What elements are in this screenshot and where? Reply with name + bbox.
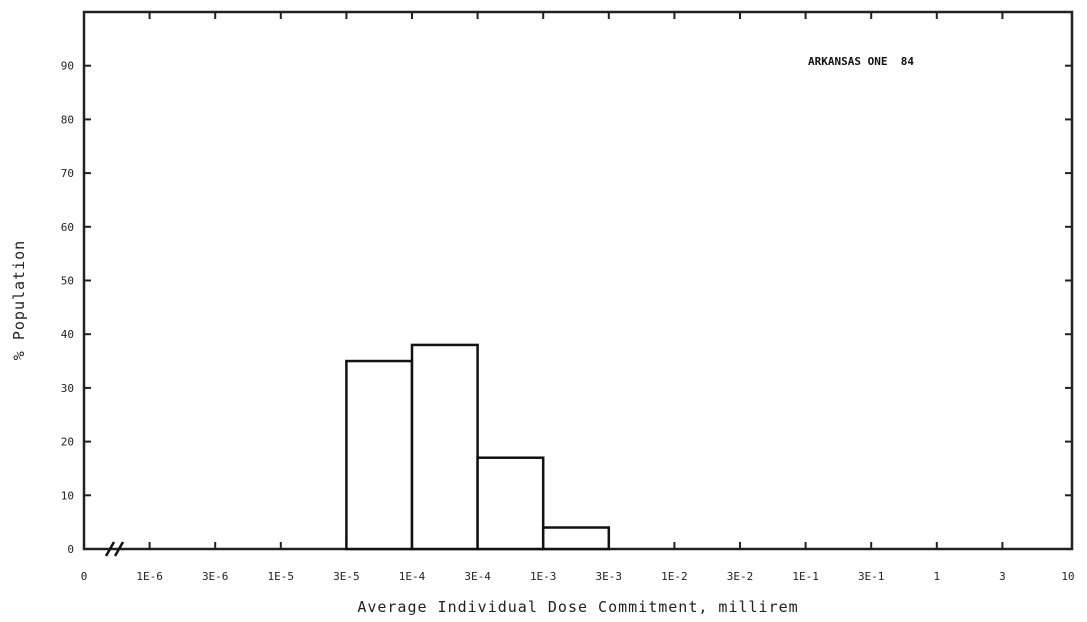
y-tick-label: 30	[61, 382, 74, 395]
y-tick-label: 60	[61, 221, 74, 234]
x-axis-ticks: 0 1E-6 3E-6 1E-5 3E-5 1E-4 3E-4 1E-3 3E-3 1E-2 3E-…	[81, 12, 1075, 583]
x-tick-label: 1E-4	[399, 570, 426, 583]
x-axis-title: Average Individual Dose Commitment, mill…	[357, 598, 798, 616]
y-tick-label: 50	[61, 275, 74, 288]
x-tick-label: 1E-1	[792, 570, 819, 583]
y-tick-label: 90	[61, 60, 74, 73]
y-tick-label: 0	[67, 543, 74, 556]
histogram-bar	[410, 343, 479, 551]
x-tick-label: 1E-2	[661, 570, 688, 583]
x-tick-label: 0	[81, 570, 88, 583]
histogram-bar	[476, 456, 545, 551]
x-tick-label: 3E-4	[464, 570, 491, 583]
chart-annotation: ARKANSAS ONE 84	[808, 55, 914, 68]
x-tick-label: 3E-6	[202, 570, 229, 583]
x-tick-label: 3E-1	[858, 570, 885, 583]
x-tick-label: 1E-6	[136, 570, 163, 583]
x-tick-label: 3E-2	[727, 570, 754, 583]
x-tick-label: 10	[1061, 570, 1074, 583]
x-tick-label: 3E-5	[333, 570, 360, 583]
axis-break-icon	[104, 541, 125, 557]
x-tick-label: 3	[999, 570, 1006, 583]
histogram-bars	[345, 343, 611, 551]
y-axis-ticks: 0 10 20 30 40 50 60 70 80 90	[61, 60, 1072, 556]
histogram-bar	[541, 526, 611, 551]
y-tick-label: 80	[61, 113, 74, 126]
x-tick-label: 1E-5	[268, 570, 295, 583]
x-tick-label: 3E-3	[596, 570, 623, 583]
x-tick-label: 1E-3	[530, 570, 557, 583]
histogram-bar	[345, 359, 414, 551]
x-tick-label: 1	[933, 570, 940, 583]
y-axis-title: % Population	[10, 240, 28, 360]
y-tick-label: 20	[61, 436, 74, 449]
y-tick-label: 10	[61, 489, 74, 502]
plot-frame	[82, 10, 1074, 551]
y-tick-label: 40	[61, 328, 74, 341]
y-tick-label: 70	[61, 167, 74, 180]
